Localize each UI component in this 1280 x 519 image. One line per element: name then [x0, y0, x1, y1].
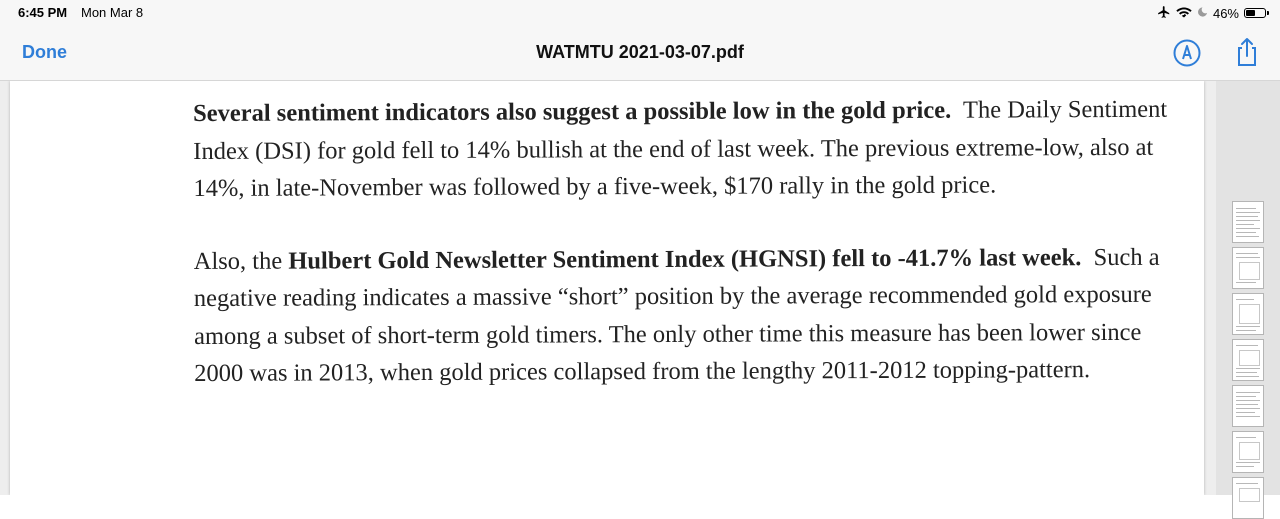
paragraph-hgnsi-bold: Hulbert Gold Newsletter Sentiment Index …	[288, 243, 1082, 275]
page-thumbnail[interactable]	[1232, 477, 1264, 519]
paragraph-hgnsi-lead: Also, the	[193, 247, 283, 275]
page-thumbnail[interactable]	[1232, 339, 1264, 381]
page-thumbnail[interactable]	[1232, 293, 1264, 335]
status-date: Mon Mar 8	[81, 5, 144, 20]
battery-percent: 46%	[1212, 5, 1239, 21]
status-time: 6:45 PM	[18, 5, 68, 20]
markup-icon[interactable]	[1172, 38, 1202, 68]
document-title: WATMTU 2021-03-07.pdf	[536, 42, 744, 62]
document-viewer[interactable]: Several sentiment indicators also sugges…	[0, 81, 1216, 495]
moon-icon	[1197, 6, 1208, 21]
status-indicators: 46%	[1157, 4, 1269, 22]
airplane-icon	[1157, 5, 1171, 22]
page-thumbnail-rail[interactable]	[1216, 81, 1280, 519]
page-text: Several sentiment indicators also sugges…	[193, 91, 1194, 428]
nav-bar: Done WATMTU 2021-03-07.pdf	[0, 26, 1280, 81]
wifi-icon	[1176, 5, 1192, 21]
done-button[interactable]: Done	[22, 42, 67, 62]
pdf-page: Several sentiment indicators also sugges…	[10, 81, 1204, 495]
share-icon[interactable]	[1232, 36, 1262, 68]
page-thumbnail[interactable]	[1232, 385, 1264, 427]
paragraph-dsi-bold: Several sentiment indicators also sugges…	[193, 96, 952, 127]
page-thumbnail[interactable]	[1232, 247, 1264, 289]
status-bar: 6:45 PM Mon Mar 8 46%	[0, 0, 1280, 26]
paragraph-dsi: Several sentiment indicators also sugges…	[193, 91, 1193, 208]
paragraph-hgnsi: Also, the Hulbert Gold Newsletter Sentim…	[194, 238, 1195, 392]
page-thumbnail[interactable]	[1232, 431, 1264, 473]
page-thumbnail[interactable]	[1232, 201, 1264, 243]
battery-icon	[1244, 8, 1269, 18]
